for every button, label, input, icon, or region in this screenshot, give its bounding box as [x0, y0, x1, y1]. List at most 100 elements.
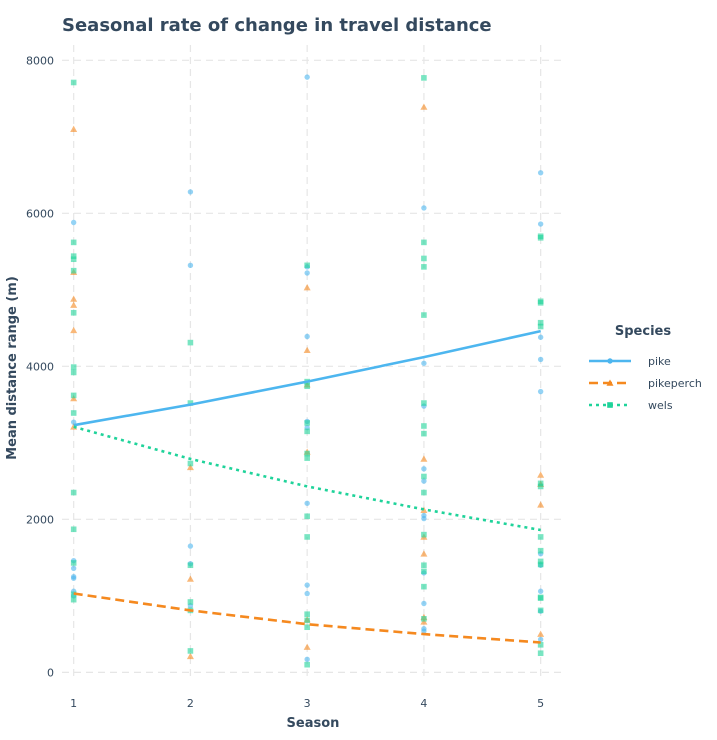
- data-point-wels: [187, 339, 194, 346]
- data-point-wels: [70, 560, 77, 566]
- data-point-pike: [421, 466, 427, 472]
- legend-label-pikeperch: pikeperch: [648, 377, 702, 390]
- data-point-pike: [304, 270, 310, 276]
- data-point-wels: [537, 642, 544, 648]
- data-point-pike: [304, 74, 310, 80]
- data-point-pikeperch: [420, 550, 428, 557]
- data-point-wels: [421, 423, 427, 429]
- data-point-wels: [70, 256, 77, 263]
- data-point-wels: [304, 513, 310, 520]
- y-axis-label: Mean distance range (m): [5, 276, 20, 460]
- data-point-pikeperch: [186, 652, 194, 660]
- data-point-pikeperch: [186, 575, 194, 582]
- data-point-wels: [70, 267, 77, 274]
- data-point-wels: [537, 547, 544, 554]
- data-point-pike: [421, 205, 427, 211]
- data-point-pikeperch: [70, 326, 78, 334]
- data-point-pikeperch: [537, 471, 545, 478]
- data-point-wels: [537, 319, 544, 326]
- data-point-wels: [537, 534, 544, 540]
- data-point-pike: [70, 565, 77, 572]
- data-point-pike: [537, 588, 544, 594]
- data-point-pikeperch: [303, 643, 311, 650]
- data-point-wels: [304, 455, 310, 461]
- data-point-wels: [421, 312, 427, 318]
- legend-marker-wels: [607, 402, 613, 408]
- grid-layer: [62, 45, 564, 680]
- data-point-pike: [537, 356, 544, 363]
- data-point-pikeperch: [70, 125, 78, 132]
- data-point-pike: [304, 582, 310, 588]
- data-point-pike: [187, 543, 194, 549]
- data-point-pikeperch: [70, 295, 78, 302]
- data-point-pike: [537, 636, 544, 643]
- x-tick-label: 1: [70, 697, 77, 710]
- axis-layer: 0 2000 4000 6000 8000 1 2 3 4 5: [26, 54, 544, 710]
- data-point-pike: [187, 189, 194, 195]
- legend: Species pike pikeperch wels: [589, 324, 702, 412]
- data-point-wels: [304, 661, 310, 668]
- data-point-pike: [421, 628, 427, 634]
- x-tick-label: 5: [537, 697, 544, 710]
- data-point-wels: [421, 239, 427, 246]
- x-tick-label: 2: [187, 697, 194, 710]
- data-point-pike: [304, 333, 310, 340]
- data-point-wels: [421, 615, 427, 622]
- data-point-wels: [537, 483, 544, 490]
- data-point-pikeperch: [537, 501, 545, 508]
- data-point-wels: [304, 262, 310, 269]
- legend-label-wels: wels: [648, 399, 673, 412]
- data-point-pikeperch: [70, 301, 78, 308]
- data-point-pikeperch: [303, 346, 311, 354]
- data-point-wels: [537, 323, 544, 330]
- data-point-pikeperch: [537, 630, 545, 637]
- data-point-wels: [537, 558, 544, 565]
- data-point-wels: [421, 473, 427, 480]
- data-point-wels: [304, 617, 310, 624]
- data-point-wels: [304, 420, 310, 426]
- data-point-wels: [187, 648, 194, 654]
- data-point-pike: [421, 515, 427, 522]
- data-point-wels: [70, 596, 77, 603]
- data-point-pike: [421, 600, 427, 607]
- data-point-wels: [304, 611, 310, 618]
- data-point-pike: [537, 334, 544, 340]
- x-tick-label: 4: [420, 697, 427, 710]
- data-point-wels: [187, 460, 194, 467]
- data-point-pikeperch: [420, 103, 428, 110]
- data-point-pike: [537, 170, 544, 176]
- data-point-wels: [187, 562, 194, 569]
- data-point-wels: [304, 534, 310, 540]
- data-point-pikeperch: [420, 506, 428, 513]
- data-point-wels: [70, 392, 77, 399]
- data-point-wels: [421, 489, 427, 496]
- legend-label-pike: pike: [648, 355, 671, 368]
- data-point-wels: [70, 364, 77, 370]
- y-tick-label: 2000: [26, 513, 54, 526]
- data-point-wels: [304, 428, 310, 435]
- data-point-pike: [304, 590, 310, 597]
- data-point-wels: [421, 75, 427, 81]
- data-point-pike: [421, 360, 427, 366]
- data-point-wels: [70, 489, 77, 496]
- data-point-wels: [421, 400, 427, 406]
- data-point-wels: [70, 369, 77, 376]
- y-tick-label: 4000: [26, 360, 54, 373]
- data-point-pike: [537, 388, 544, 395]
- data-point-wels: [70, 410, 77, 416]
- data-point-pike: [70, 419, 77, 425]
- data-point-wels: [537, 234, 544, 241]
- y-tick-label: 6000: [26, 207, 54, 220]
- y-tick-label: 0: [47, 666, 54, 679]
- data-point-pike: [70, 219, 77, 226]
- y-tick-label: 8000: [26, 54, 54, 67]
- data-point-wels: [304, 624, 310, 631]
- data-point-wels: [421, 583, 427, 590]
- data-point-pike: [70, 575, 77, 581]
- data-point-wels: [70, 79, 77, 86]
- data-point-wels: [421, 531, 427, 538]
- data-point-wels: [70, 253, 77, 259]
- data-point-pikeperch: [420, 455, 428, 462]
